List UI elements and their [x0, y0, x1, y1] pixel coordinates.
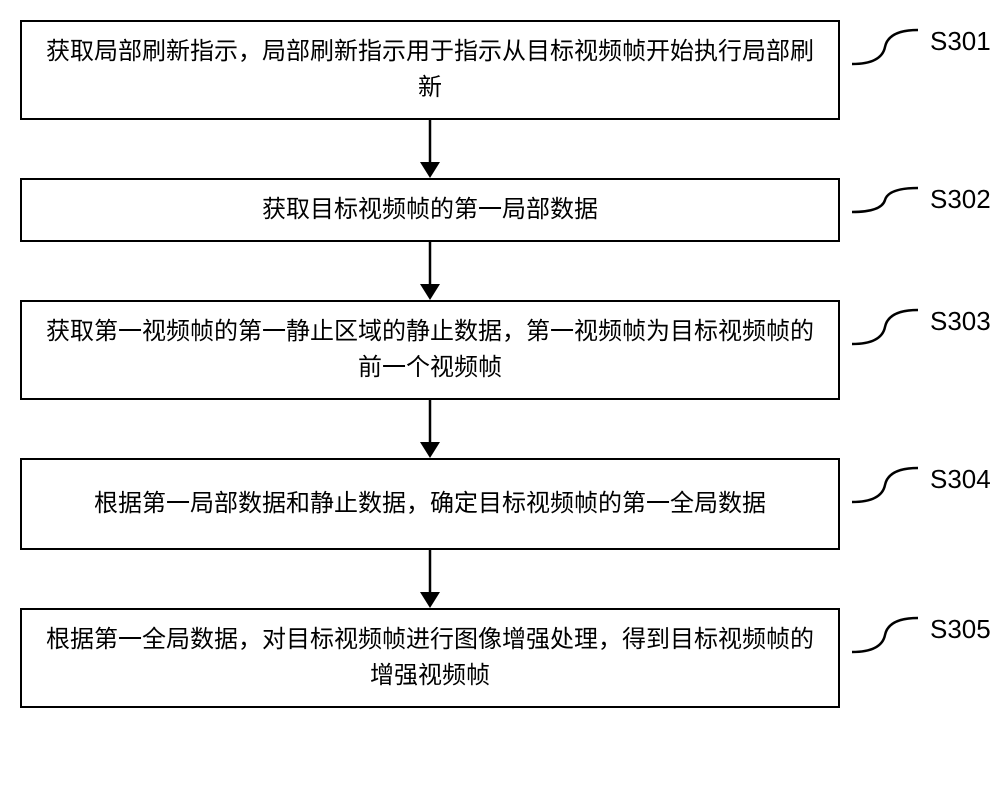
flow-step-text: 根据第一局部数据和静止数据，确定目标视频帧的第一全局数据 [94, 486, 766, 522]
flow-step-label: S304 [930, 464, 991, 495]
flow-step-box: 根据第一局部数据和静止数据，确定目标视频帧的第一全局数据 [20, 458, 840, 550]
flow-step-row: 获取目标视频帧的第一局部数据 S302 [20, 178, 980, 242]
flow-step-text: 根据第一全局数据，对目标视频帧进行图像增强处理，得到目标视频帧的增强视频帧 [38, 622, 822, 694]
flow-arrow [20, 120, 840, 178]
flow-step-text: 获取局部刷新指示，局部刷新指示用于指示从目标视频帧开始执行局部刷新 [38, 34, 822, 106]
flow-step-label: S305 [930, 614, 991, 645]
flow-step-row: 根据第一局部数据和静止数据，确定目标视频帧的第一全局数据 S304 [20, 458, 980, 550]
flow-step-box: 获取局部刷新指示，局部刷新指示用于指示从目标视频帧开始执行局部刷新 [20, 20, 840, 120]
flow-step-box: 获取第一视频帧的第一静止区域的静止数据，第一视频帧为目标视频帧的前一个视频帧 [20, 300, 840, 400]
flow-step-row: 根据第一全局数据，对目标视频帧进行图像增强处理，得到目标视频帧的增强视频帧 S3… [20, 608, 980, 708]
flow-arrow [20, 242, 840, 300]
flow-step-row: 获取局部刷新指示，局部刷新指示用于指示从目标视频帧开始执行局部刷新 S301 [20, 20, 980, 120]
flow-step-text: 获取第一视频帧的第一静止区域的静止数据，第一视频帧为目标视频帧的前一个视频帧 [38, 314, 822, 386]
flow-step-box: 根据第一全局数据，对目标视频帧进行图像增强处理，得到目标视频帧的增强视频帧 [20, 608, 840, 708]
flowchart-container: 获取局部刷新指示，局部刷新指示用于指示从目标视频帧开始执行局部刷新 S301 获… [20, 20, 980, 708]
flow-arrow [20, 550, 840, 608]
flow-step-row: 获取第一视频帧的第一静止区域的静止数据，第一视频帧为目标视频帧的前一个视频帧 S… [20, 300, 980, 400]
flow-step-text: 获取目标视频帧的第一局部数据 [262, 192, 598, 228]
flow-step-label: S303 [930, 306, 991, 337]
flow-step-label: S301 [930, 26, 991, 57]
flow-step-box: 获取目标视频帧的第一局部数据 [20, 178, 840, 242]
flow-step-label: S302 [930, 184, 991, 215]
flow-arrow [20, 400, 840, 458]
